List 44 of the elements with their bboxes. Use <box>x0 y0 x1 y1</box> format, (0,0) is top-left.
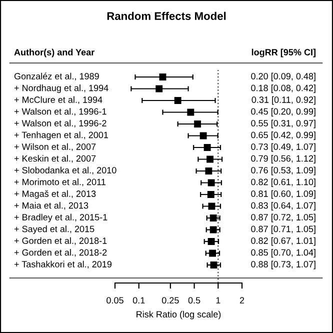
y-tick-label: + Bradley et al., 2015-1 <box>14 214 108 222</box>
text: logRR [95% CI] <box>252 48 316 58</box>
y-tick-label: + Wilson et al., 2007 <box>14 143 96 151</box>
data-label: 0.83 [0.64, 1.07] <box>251 202 316 210</box>
data-label: 0.87 [0.71, 1.05] <box>251 226 316 234</box>
y-tick-label: + Nordhaug et al., 1994 <box>14 84 108 93</box>
data-label: 0.82 [0.61, 1.10] <box>251 178 316 187</box>
x-tick-label: 0.5 <box>188 297 200 304</box>
data-label: 0.18 [0.08, 0.42] <box>251 84 316 93</box>
y-tick-label: + Slobodanka et al., 2010 <box>14 166 116 174</box>
x-tick-label: 0.05 <box>106 297 124 304</box>
data-label: 0.73 [0.49, 1.07] <box>251 143 316 152</box>
y-tick-label: + Walson et al., 1996-2 <box>14 120 106 128</box>
y-tick-label: + Tenhagen et al., 2001 <box>14 132 108 140</box>
y-tick-label: + Maia et al., 2013 <box>14 202 88 210</box>
y-tick-label: + Walson et al., 1996-1 <box>14 108 106 116</box>
data-label: 0.79 [0.56, 1.12] <box>251 155 316 164</box>
y-tick-label: + Magaš et al., 2013 <box>14 190 96 199</box>
data-label: 0.82 [0.67, 1.01] <box>251 237 316 246</box>
y-tick-label: + Gorden et al., 2018-2 <box>14 249 107 257</box>
data-label: 0.85 [0.70, 1.04] <box>251 249 316 258</box>
data-label: 0.65 [0.42, 0.99] <box>251 132 316 140</box>
x-tick-label: 0.25 <box>162 297 179 304</box>
y-tick-label: + Keskin et al., 2007 <box>14 155 96 163</box>
data-label: 0.31 [0.11, 0.92] <box>252 96 316 105</box>
data-label: 0.76 [0.53, 1.09] <box>251 166 316 176</box>
y-tick-label: Gonzaléz et al., 1989 <box>14 72 99 80</box>
data-label: 0.45 [0.20, 0.99] <box>251 108 316 116</box>
data-label: 0.87 [0.72, 1.05] <box>251 214 316 222</box>
chart-title: Random Effects Model <box>107 12 226 20</box>
y-tick-label: + Sayed et al., 2015 <box>14 226 94 234</box>
x-axis-title: Risk Ratio (log scale) <box>136 310 221 320</box>
data-label: 0.20 [0.09, 0.48] <box>251 72 316 82</box>
y-tick-label: + Morimoto et al., 2011 <box>14 178 106 186</box>
data-label: 0.55 [0.31, 0.97] <box>251 120 316 128</box>
data-label: 0.81 [0.60, 1.09] <box>251 190 316 199</box>
x-tick-label: 1 <box>216 297 220 304</box>
y-tick-label: + Tashakkori et al., 2019 <box>14 260 112 268</box>
y-tick-label: + McClure et al., 1994 <box>14 96 102 104</box>
data-label: 0.88 [0.73, 1.07] <box>251 260 316 270</box>
x-tick-label: 0.1 <box>132 297 145 304</box>
y-axis-title: Author(s) and Year <box>14 48 94 58</box>
y-tick-label: + Gorden et al., 2018-1 <box>14 237 107 245</box>
x-tick-label: 2 <box>240 297 244 304</box>
